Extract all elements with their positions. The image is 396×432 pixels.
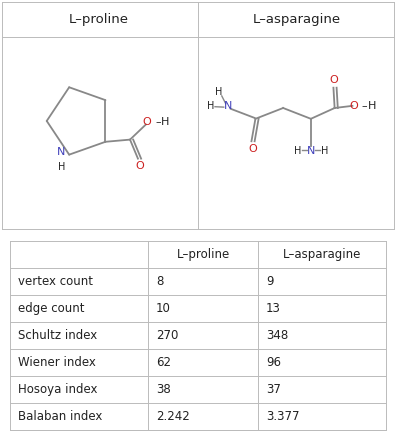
Text: H: H — [367, 101, 376, 111]
Text: 62: 62 — [156, 356, 171, 369]
Text: O: O — [330, 75, 339, 85]
Text: H: H — [161, 118, 169, 127]
Text: 8: 8 — [156, 275, 164, 288]
Text: –: – — [155, 118, 161, 127]
Text: N: N — [307, 146, 315, 156]
Text: 270: 270 — [156, 329, 178, 342]
Text: 9: 9 — [266, 275, 274, 288]
Text: Wiener index: Wiener index — [18, 356, 96, 369]
Text: vertex count: vertex count — [18, 275, 93, 288]
Text: N: N — [223, 101, 232, 111]
Text: 37: 37 — [266, 383, 281, 396]
Text: L–asparagine: L–asparagine — [253, 13, 341, 26]
Text: H: H — [58, 162, 65, 172]
Text: edge count: edge count — [18, 302, 84, 314]
Text: 2.242: 2.242 — [156, 410, 190, 423]
Text: O: O — [135, 162, 144, 172]
Text: L–asparagine: L–asparagine — [283, 248, 361, 261]
Text: O: O — [142, 118, 150, 127]
Text: H: H — [294, 146, 301, 156]
Text: 10: 10 — [156, 302, 171, 314]
Text: 3.377: 3.377 — [266, 410, 299, 423]
Text: O: O — [248, 144, 257, 154]
Text: N: N — [57, 147, 65, 158]
Text: L–proline: L–proline — [176, 248, 230, 261]
Text: Hosoya index: Hosoya index — [18, 383, 97, 396]
Text: L–proline: L–proline — [69, 13, 129, 26]
Text: 13: 13 — [266, 302, 281, 314]
Text: 38: 38 — [156, 383, 171, 396]
Text: H: H — [321, 146, 328, 156]
Text: O: O — [349, 101, 358, 111]
Text: 348: 348 — [266, 329, 288, 342]
Text: Schultz index: Schultz index — [18, 329, 97, 342]
Text: H: H — [215, 86, 223, 97]
Text: Balaban index: Balaban index — [18, 410, 103, 423]
Text: 96: 96 — [266, 356, 281, 369]
Text: –: – — [362, 101, 367, 111]
Text: H: H — [208, 101, 215, 111]
